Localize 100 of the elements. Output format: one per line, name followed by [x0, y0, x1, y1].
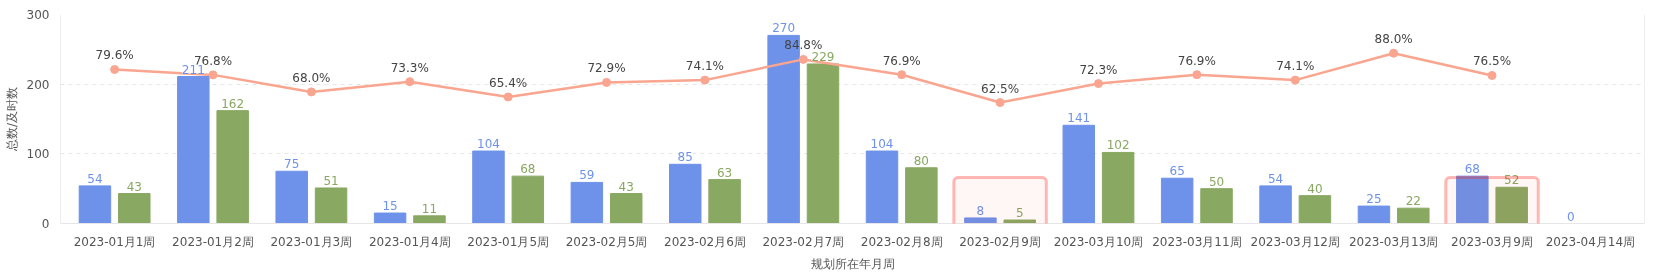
- x-axis-title: 规划所在年月周: [810, 256, 895, 271]
- bar: [1259, 185, 1292, 224]
- data-label: 62.5%: [981, 81, 1020, 96]
- x-tick-label: 2023-01月2周: [172, 234, 254, 249]
- data-label: 88.0%: [1374, 32, 1413, 47]
- bar: [964, 217, 997, 224]
- data-label: 76.5%: [1472, 54, 1512, 69]
- bar: [118, 193, 151, 224]
- x-tick-label: 2023-04月14周: [1545, 234, 1636, 249]
- point: [1290, 75, 1300, 85]
- x-tick-label: 2023-03月13周: [1348, 234, 1439, 249]
- bar: [216, 110, 249, 224]
- data-label: 75: [284, 157, 300, 172]
- bar: [1062, 124, 1096, 224]
- data-label: 102: [1106, 138, 1130, 153]
- x-tick-label: 2023-02月8周: [860, 234, 943, 249]
- point: [503, 92, 513, 102]
- data-label: 162: [221, 96, 245, 111]
- bar: [177, 76, 210, 224]
- data-label: 68: [520, 162, 536, 177]
- point: [995, 98, 1005, 108]
- data-label: 54: [87, 171, 103, 186]
- x-tick-label: 2023-02月9周: [959, 234, 1041, 249]
- data-label: 229: [811, 49, 835, 64]
- data-label: 79.6%: [95, 48, 134, 63]
- x-tick-label: 2023-03月10周: [1053, 234, 1144, 249]
- data-label: 5: [1015, 206, 1024, 221]
- data-label: 52: [1504, 173, 1520, 188]
- bar: [1397, 207, 1430, 224]
- data-label: 54: [1267, 171, 1284, 186]
- data-label: 40: [1307, 181, 1323, 196]
- bar: [1160, 177, 1194, 224]
- bar: [708, 179, 741, 224]
- data-label: 63: [716, 165, 733, 180]
- data-label: 141: [1067, 111, 1091, 126]
- point: [306, 87, 316, 97]
- x-tick-label: 2023-02月7周: [762, 234, 845, 249]
- data-label: 80: [913, 153, 930, 168]
- bar: [78, 185, 112, 224]
- data-label: 22: [1405, 194, 1421, 209]
- data-label: 85: [677, 150, 693, 165]
- x-tick-label: 2023-01月1周: [73, 234, 156, 249]
- point: [1192, 70, 1202, 80]
- point: [208, 70, 218, 80]
- data-label: 65.4%: [489, 75, 528, 90]
- data-label: 25: [1366, 192, 1382, 207]
- point: [798, 54, 808, 64]
- data-label: 43: [126, 179, 142, 194]
- bar: [570, 181, 604, 224]
- data-label: 104: [477, 137, 500, 152]
- x-tick-label: 2023-03月12周: [1250, 234, 1340, 249]
- bar: [1298, 195, 1332, 224]
- x-tick-label: 2023-01月4周: [368, 234, 451, 249]
- data-label: 51: [323, 173, 339, 188]
- point: [602, 77, 612, 87]
- data-label: 76.9%: [882, 53, 921, 68]
- data-label: 104: [870, 137, 894, 152]
- bar: [669, 163, 702, 224]
- x-tick-label: 2023-01月3周: [270, 234, 353, 249]
- data-label: 11: [421, 201, 438, 216]
- x-tick-label: 2023-01月5周: [467, 234, 550, 249]
- point: [1487, 70, 1497, 80]
- bar: [472, 150, 505, 224]
- y-tick-label: 300: [26, 8, 50, 22]
- y-tick-label: 200: [26, 77, 50, 92]
- point: [1093, 79, 1103, 89]
- data-label: 270: [772, 21, 796, 36]
- data-label: 8: [976, 203, 985, 218]
- data-label: 68.0%: [292, 70, 331, 85]
- bar: [1003, 219, 1036, 224]
- data-label: 68: [1464, 162, 1480, 177]
- data-label: 50: [1208, 174, 1225, 189]
- point: [1389, 48, 1399, 58]
- data-label: 72.3%: [1079, 62, 1118, 77]
- point: [110, 64, 120, 74]
- data-label: 0: [1566, 209, 1575, 224]
- x-tick-label: 2023-03月11周: [1152, 234, 1242, 249]
- x-tick-label: 2023-03月9周: [1451, 234, 1533, 249]
- data-label: 59: [579, 168, 595, 183]
- bar: [1200, 188, 1233, 224]
- y-tick-label: 0: [41, 217, 50, 231]
- data-label: 72.9%: [587, 61, 626, 76]
- bar: [373, 212, 407, 224]
- bar: [865, 150, 899, 224]
- bar: [413, 215, 446, 224]
- data-label: 74.1%: [685, 59, 724, 74]
- bar: [1357, 205, 1391, 224]
- point: [897, 70, 907, 80]
- point: [405, 77, 415, 87]
- data-label: 65: [1169, 164, 1185, 179]
- bar: [314, 187, 348, 224]
- x-tick-label: 2023-02月6周: [664, 234, 746, 249]
- data-label: 43: [618, 179, 634, 194]
- data-label: 15: [382, 199, 398, 214]
- x-tick-label: 2023-02月5周: [565, 234, 648, 249]
- bar: [806, 63, 840, 224]
- bar: [609, 193, 643, 224]
- bar: [905, 167, 938, 224]
- point: [700, 75, 710, 85]
- data-label: 74.1%: [1276, 59, 1315, 74]
